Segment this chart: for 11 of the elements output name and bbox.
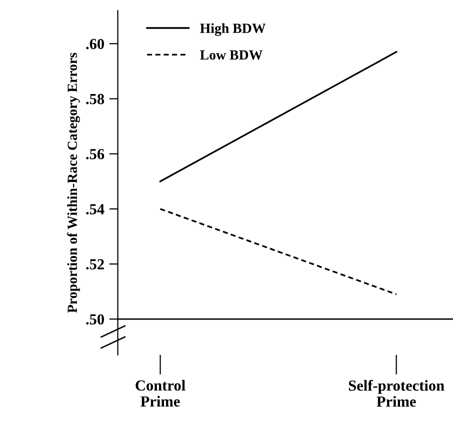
- y-tick-label: .60: [86, 38, 104, 50]
- y-tick-label: .58: [86, 94, 104, 104]
- legend-label: Low BDW: [200, 50, 262, 60]
- x-tick-label: Control Prime: [136, 380, 186, 407]
- y-tick-label: .52: [86, 259, 104, 270]
- y-tick-label: .54: [86, 204, 104, 214]
- legend-label: High BDW: [200, 23, 266, 36]
- y-tick-label: .50: [86, 314, 104, 325]
- y-axis-title: Proportion of Within-Race Category Errors: [67, 52, 80, 313]
- x-tick-label: Self-protection Prime: [348, 380, 444, 407]
- y-tick-label: .56: [86, 149, 104, 160]
